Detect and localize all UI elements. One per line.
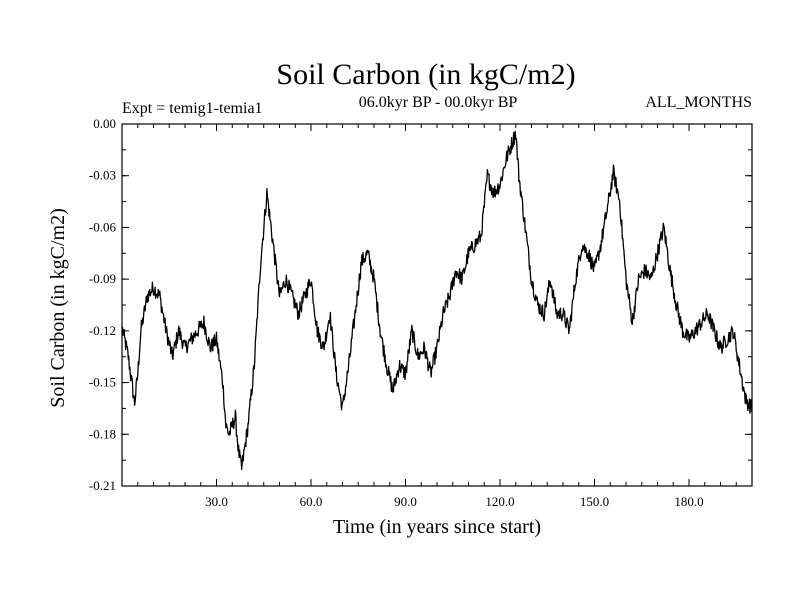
experiment-label: Expt = temig1-temia1 [122,100,263,117]
x-tick-label: 150.0 [580,494,609,509]
y-tick-label: -0.12 [89,323,116,338]
y-tick-label: -0.03 [89,168,116,183]
y-tick-label: -0.09 [89,271,116,286]
x-tick-label: 120.0 [485,494,514,509]
x-tick-label: 30.0 [205,494,228,509]
y-tick-label: -0.21 [89,478,116,493]
plot-area: 0.00 -0.03 -0.06 -0.09 -0.12 -0.15 -0.18 -0.21 3… [89,116,753,509]
chart-subtitle: 06.0kyr BP - 00.0kyr BP [359,94,518,111]
x-tick-label: 60.0 [300,494,323,509]
y-tick-label: -0.06 [89,219,117,234]
y-tick-label: 0.00 [93,116,116,131]
y-axis-label: Soil Carbon (in kgC/m2) [47,208,69,407]
y-tick-label: -0.15 [89,375,116,390]
months-label: ALL_MONTHS [645,94,752,111]
chart-title: Soil Carbon (in kgC/m2) [276,58,575,91]
x-axis-label: Time (in years since start) [333,516,541,538]
x-tick-label: 180.0 [674,494,703,509]
y-tick-label: -0.18 [89,426,116,441]
plot-frame [121,123,753,487]
x-tick-label: 90.0 [394,494,417,509]
series-line [121,130,753,470]
